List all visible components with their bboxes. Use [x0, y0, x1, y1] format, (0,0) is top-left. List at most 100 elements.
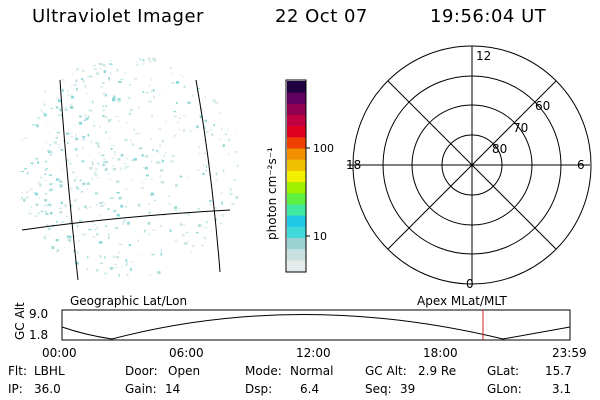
speckle — [177, 121, 180, 123]
colorbar-tick-label-100: 100 — [313, 142, 334, 155]
speckle — [66, 159, 70, 163]
strip-xtick-0600: 06:00 — [169, 346, 204, 360]
speckle — [128, 112, 132, 115]
speckle — [150, 78, 153, 81]
speckle — [97, 162, 99, 165]
speckle — [197, 169, 200, 171]
speckle — [61, 221, 64, 224]
speckle — [105, 93, 107, 97]
speckle — [126, 273, 129, 276]
polar-lat-70: 70 — [513, 121, 528, 135]
speckle — [76, 68, 80, 71]
speckle — [114, 267, 118, 269]
speckle — [112, 157, 114, 160]
speckle — [105, 131, 107, 134]
speckle — [125, 205, 127, 209]
polar-diagonal-2 — [387, 80, 557, 250]
speckle — [99, 164, 101, 166]
speckle — [116, 192, 120, 194]
speckle — [64, 108, 68, 111]
status-door-value: Open — [168, 364, 201, 378]
speckle — [99, 262, 104, 264]
speckle — [100, 205, 104, 207]
speckle — [69, 218, 71, 221]
speckle — [82, 182, 86, 186]
speckle — [124, 72, 127, 74]
speckle — [45, 204, 49, 207]
speckle — [222, 144, 225, 147]
status-glon-value: 3.1 — [552, 382, 572, 396]
speckle — [137, 239, 139, 242]
speckle — [187, 101, 191, 104]
speckle — [137, 203, 141, 207]
speckle — [131, 179, 133, 182]
speckle — [112, 165, 115, 167]
colorbar-band — [287, 148, 306, 160]
speckle — [100, 63, 103, 65]
speckle — [86, 187, 88, 191]
speckle — [45, 168, 48, 170]
time-label: 19:56:04 UT — [430, 6, 547, 27]
speckle — [198, 224, 201, 227]
speckle — [98, 145, 100, 148]
speckle — [67, 94, 70, 97]
speckle — [142, 91, 145, 93]
polar-label-6: 6 — [577, 158, 585, 172]
speckle — [204, 119, 208, 122]
status-filter-value: LBHL — [34, 364, 65, 378]
speckle — [44, 169, 47, 172]
speckle — [219, 221, 223, 224]
speckle — [74, 179, 76, 182]
speckle — [117, 98, 121, 101]
speckle — [129, 267, 132, 271]
colorbar-unit-label: photon cm⁻²s⁻¹ — [265, 147, 279, 240]
speckle — [39, 109, 43, 112]
speckle — [88, 228, 92, 231]
speckle — [107, 208, 110, 211]
speckle — [20, 171, 24, 172]
speckle — [23, 168, 28, 170]
speckle — [81, 160, 85, 163]
speckle — [131, 143, 134, 146]
speckle — [95, 168, 98, 171]
speckle — [133, 128, 135, 132]
speckle — [105, 105, 107, 107]
speckle — [53, 127, 57, 129]
speckle — [126, 121, 128, 124]
colorbar-band — [287, 81, 306, 93]
speckle — [151, 114, 154, 118]
speckle — [79, 179, 82, 182]
speckle — [57, 99, 61, 103]
speckle — [40, 210, 44, 212]
speckle — [58, 87, 61, 89]
speckle — [47, 203, 51, 206]
speckle — [88, 109, 90, 112]
status-door-label: Door: — [125, 364, 158, 378]
speckle — [187, 176, 189, 178]
speckle — [114, 151, 116, 153]
status-glat-value: 15.7 — [545, 364, 572, 378]
speckle — [125, 259, 128, 262]
speckle — [69, 106, 74, 109]
speckle — [93, 68, 97, 70]
speckle — [75, 133, 77, 137]
speckle — [57, 144, 61, 146]
speckle — [171, 73, 174, 75]
speckle — [209, 200, 212, 202]
speckle — [102, 105, 104, 107]
speckle — [163, 155, 165, 158]
speckle — [154, 60, 157, 62]
speckle — [174, 206, 177, 209]
speckle — [44, 173, 47, 175]
speckle — [84, 84, 86, 88]
speckle — [58, 207, 63, 210]
speckle — [118, 198, 121, 201]
speckle — [189, 130, 192, 133]
speckle — [59, 108, 62, 112]
speckle — [162, 139, 164, 143]
speckle — [73, 123, 75, 126]
speckle — [206, 165, 207, 168]
speckle — [210, 133, 214, 136]
speckle — [147, 222, 151, 225]
